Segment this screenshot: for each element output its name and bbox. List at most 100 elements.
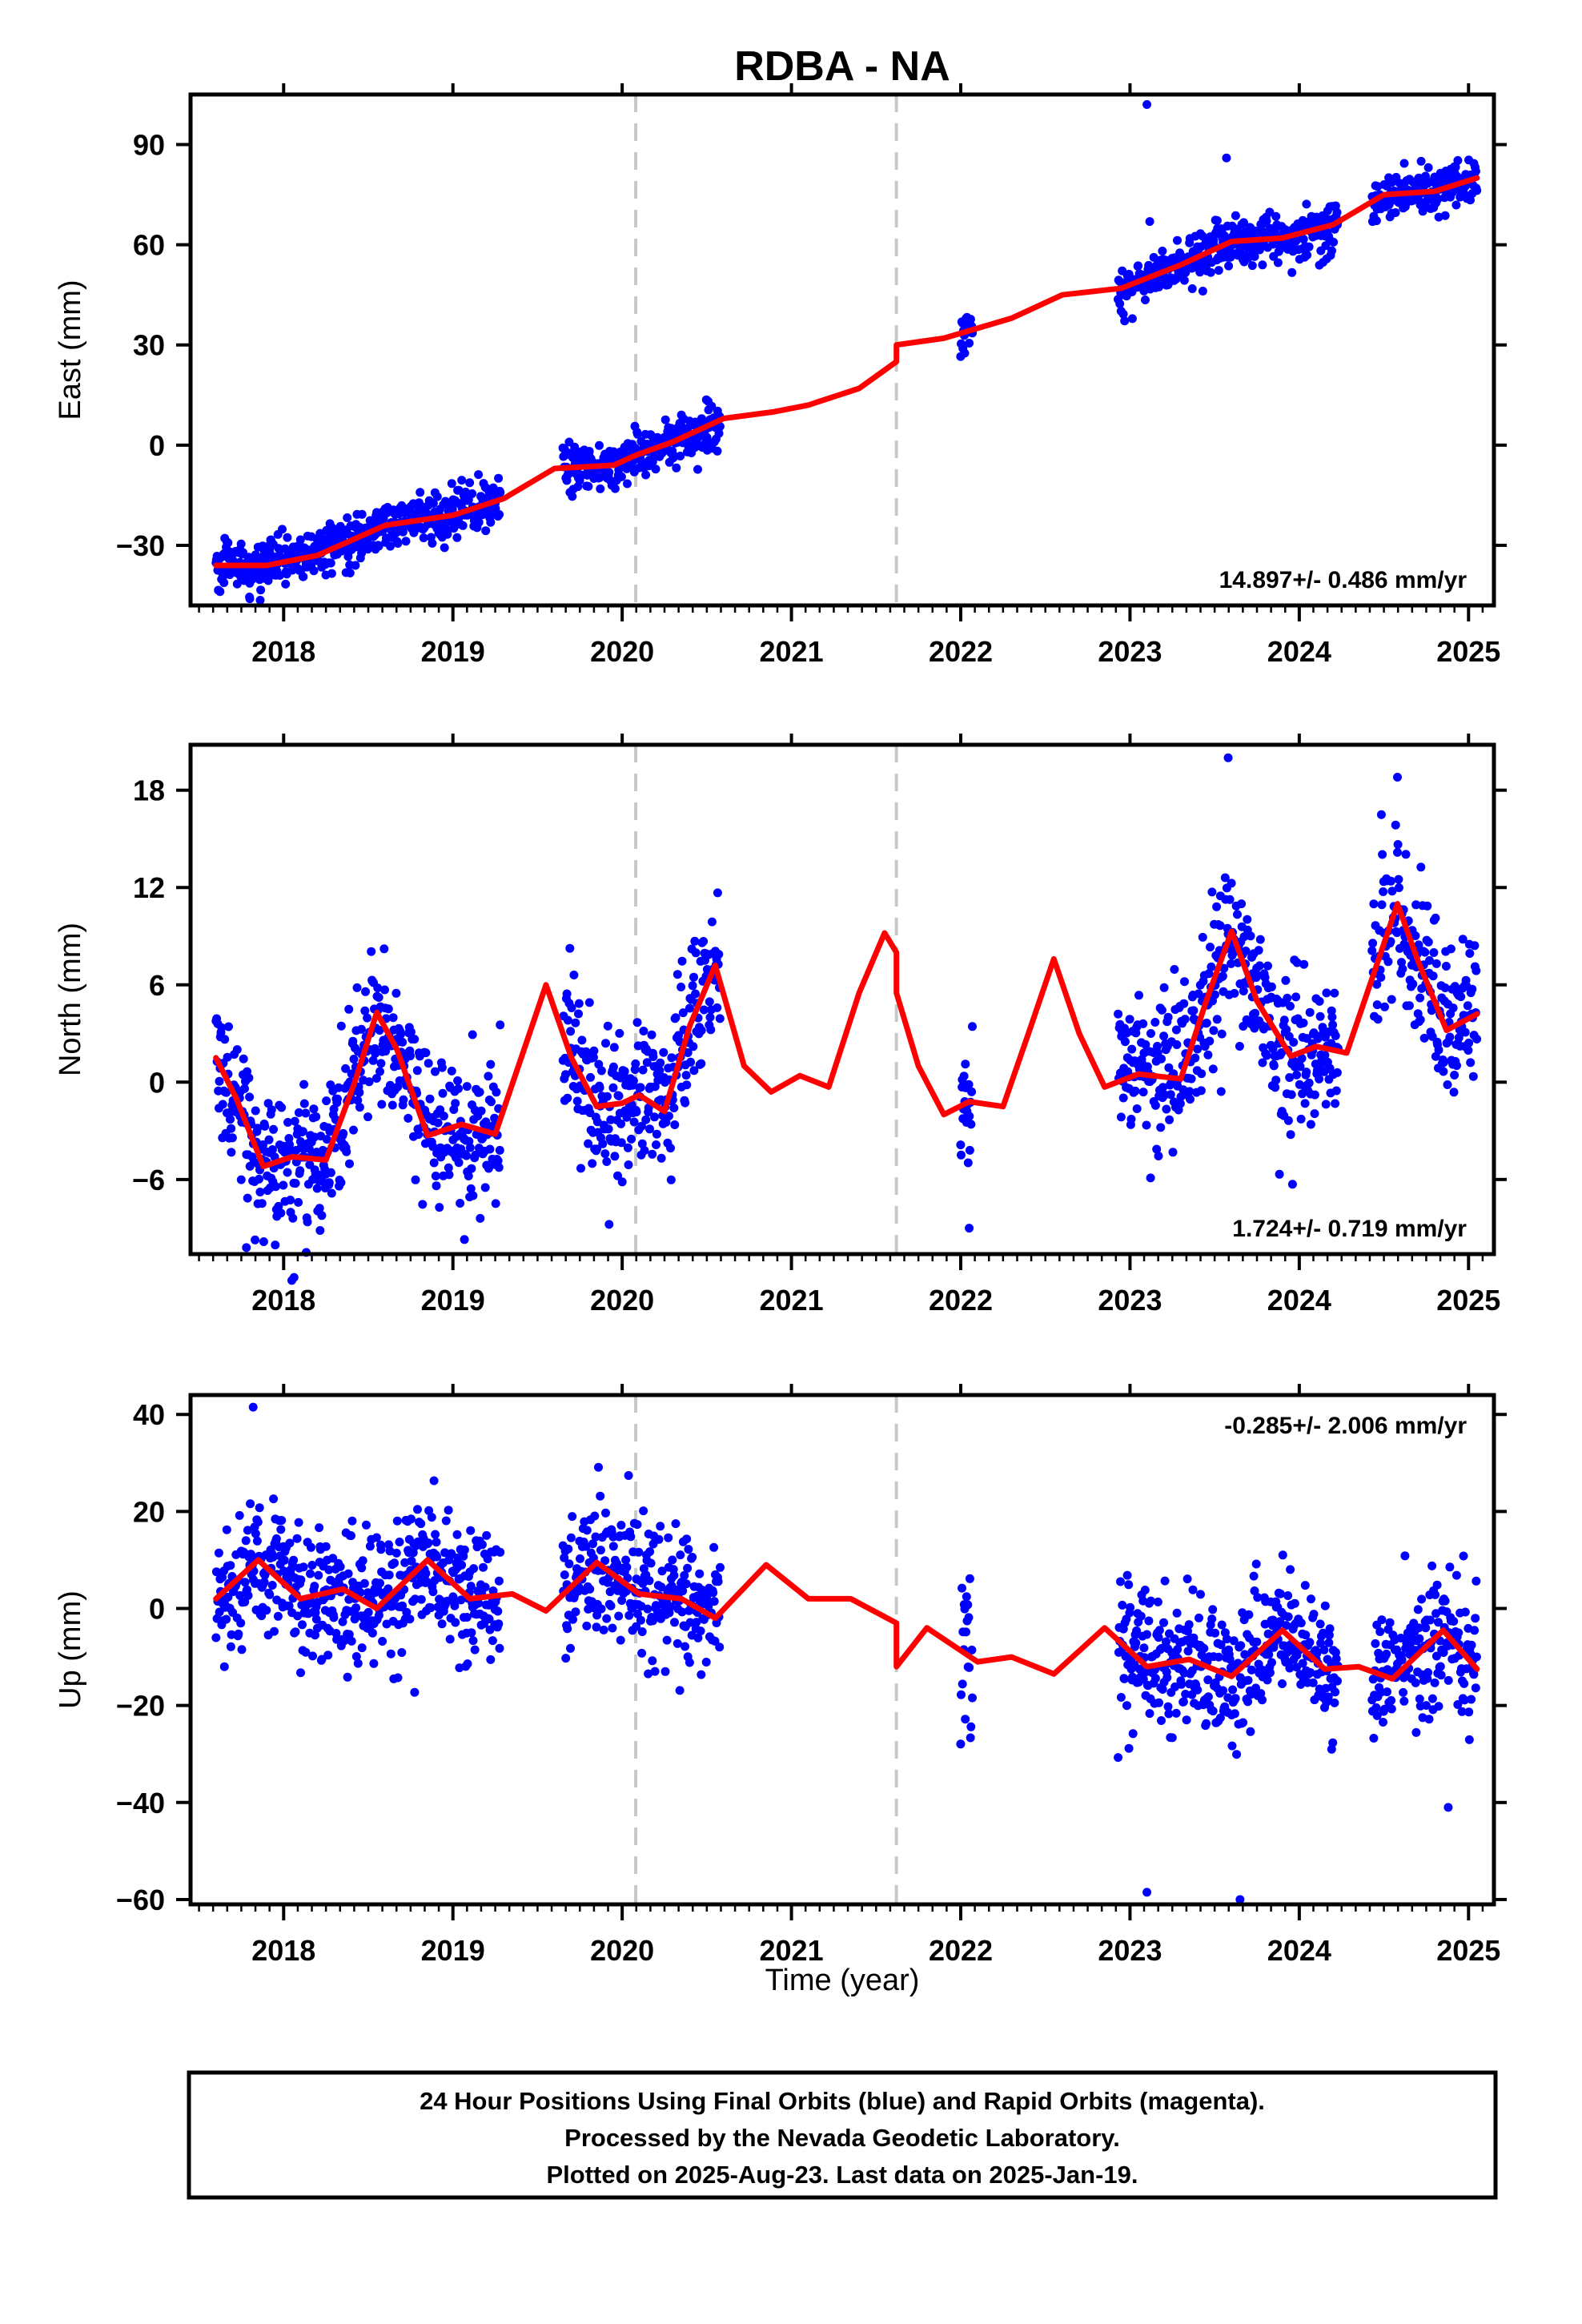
up-observation-point [222,1614,231,1624]
north-observation-point [277,1103,287,1112]
east-observation-point [1303,251,1312,259]
up-observation-point [392,1516,402,1526]
north-observation-point [689,972,698,982]
north-observation-point [673,970,682,979]
north-observation-point [601,1039,610,1048]
up-observation-point [1263,1629,1273,1638]
north-y-tick-label: −6 [132,1164,165,1196]
up-observation-point [571,1607,580,1617]
east-observation-point [672,463,681,472]
north-observation-point [1241,947,1251,955]
north-observation-point [322,1135,331,1144]
up-observation-point [1306,1668,1315,1678]
north-observation-point [227,1148,236,1157]
east-observation-point [610,484,620,493]
up-observation-point [1150,1674,1160,1683]
north-observation-point [1441,962,1451,971]
north-observation-point [670,1120,680,1129]
up-observation-point [1275,1589,1285,1598]
north-observation-point [334,1083,343,1092]
up-observation-point [211,1633,221,1642]
north-observation-point [1446,944,1456,954]
up-observation-point [616,1521,626,1530]
north-observation-point [276,1208,286,1218]
north-observation-point [1448,1003,1458,1013]
north-observation-point [959,1072,969,1081]
up-x-tick-label: 2024 [1267,1934,1331,1967]
up-observation-point [289,1555,299,1565]
north-y-tick-label: 12 [133,871,165,904]
up-observation-point [1330,1698,1339,1707]
up-observation-point [1172,1608,1182,1618]
north-observation-point [652,1129,661,1139]
up-observation-point [421,1569,431,1578]
north-observation-point [1230,988,1239,998]
north-observation-point [466,1184,476,1193]
north-observation-point [1450,1071,1460,1080]
up-observation-point [307,1542,315,1552]
north-observation-point [410,1035,420,1044]
up-model-curve [213,1557,1480,1682]
east-observation-point [1198,231,1207,241]
north-observation-point [964,1080,974,1089]
up-observation-point [270,1626,279,1636]
north-observation-point [683,1048,693,1057]
north-observation-point [1376,810,1386,819]
north-observation-point [267,1105,276,1115]
up-observation-point [1323,1692,1333,1702]
north-observation-point [367,947,376,956]
up-observation-point [1413,1605,1423,1614]
east-observation-point [1127,314,1137,324]
east-observation-point [713,446,722,456]
up-observation-point [324,1565,334,1574]
north-observation-point [476,1106,486,1116]
up-observation-point [709,1542,719,1552]
up-observation-point [431,1530,440,1539]
east-observation-point [568,492,577,501]
north-observation-point [286,1196,295,1204]
up-observation-point [310,1582,319,1591]
east-x-tick-label: 2024 [1267,635,1331,668]
north-observation-point [1428,971,1438,981]
north-observation-point [317,1211,327,1220]
north-observation-point [1386,937,1395,947]
up-observation-point [351,1652,361,1661]
north-observation-point [224,1022,233,1031]
up-observation-point [1371,1638,1380,1648]
north-observation-point [617,1177,627,1187]
up-observation-point [211,1567,221,1577]
north-observation-point [961,1059,970,1069]
north-observation-point [456,1199,465,1208]
north-observation-point [309,1104,319,1114]
up-observation-point [1307,1594,1315,1604]
north-observation-point [1376,973,1386,982]
north-observation-point [1292,1070,1301,1080]
north-observation-point [355,1103,364,1112]
east-observation-point [1179,275,1189,285]
footer-frame [187,2070,1498,2200]
up-observation-point [1434,1702,1443,1711]
north-observation-point [298,1127,307,1136]
up-observation-point [1124,1580,1134,1590]
north-observation-point [1197,1069,1207,1079]
north-observation-point [291,1179,300,1188]
north-observation-point [609,1043,619,1052]
up-observation-point [402,1607,412,1617]
north-observation-point [689,1042,698,1051]
up-observation-point [441,1516,451,1526]
up-observation-point [1229,1636,1239,1646]
north-observation-point [614,1092,624,1100]
north-observation-point [387,1100,397,1110]
up-observation-point [956,1739,966,1749]
north-observation-point [1397,958,1406,967]
north-observation-point [361,987,370,996]
up-y-tick-label: 20 [133,1495,165,1528]
north-observation-point [218,1100,227,1109]
north-observation-point [1292,958,1302,967]
north-observation-point [571,1018,580,1027]
up-observation-point [709,1597,719,1606]
up-observation-point [1173,1645,1182,1655]
up-observation-point [1415,1634,1424,1643]
up-observation-point [1427,1561,1437,1570]
north-observation-point [223,1052,232,1062]
